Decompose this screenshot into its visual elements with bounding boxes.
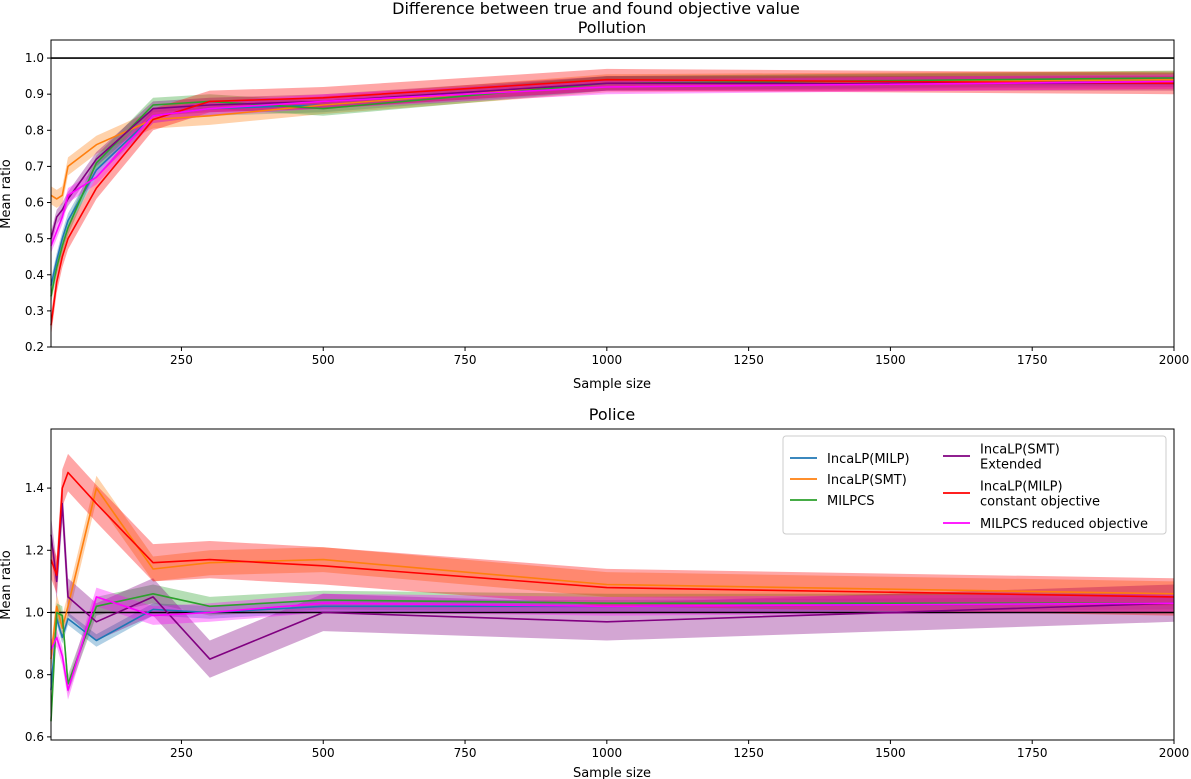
pollution-ytick-label: 0.5 [25,232,44,246]
police-bands [51,453,1174,731]
police-xtick-label: 500 [312,746,335,760]
legend-label-4: constant objective [980,495,1100,510]
pollution-xtick-label: 750 [454,353,477,367]
pollution-axes-frame [50,39,1175,348]
pollution-xtick-label: 1750 [1017,353,1048,367]
pollution-ytick-label: 0.3 [25,304,44,318]
legend-label-5: MILPCS reduced objective [980,517,1148,532]
police-band-2 [51,584,1174,731]
police-xtick-label: 1500 [875,746,906,760]
police-ytick-label: 1.4 [25,481,44,495]
pollution-ytick-label: 0.4 [25,268,44,282]
pollution-ytick-label: 0.6 [25,196,44,210]
pollution-ytick-label: 0.8 [25,123,44,137]
police-ticks: 250 500 750 1000 1250 1500 1750 2000 0.6 0.8 1.0 1.… [25,481,1189,760]
pollution-ylabel: Mean ratio [0,159,14,229]
legend-items: IncaLP(MILP) IncaLP(SMT) MILPCS IncaLP(SMT)… [790,443,1148,532]
police-band-4 [51,453,1174,616]
pollution-xtick-label: 250 [170,353,193,367]
police-axes-frame [50,428,1175,741]
police-ytick-label: 1.2 [25,543,44,557]
police-xtick-label: 1250 [733,746,764,760]
police-series-line-2 [50,592,1174,722]
pollution-panel: Pollution 250 500 750 1000 1250 1500 1750 2000 0… [0,18,1189,392]
pollution-xtick-label: 1250 [733,353,764,367]
police-lines [50,471,1175,722]
pollution-xtick-label: 1000 [592,353,623,367]
pollution-xtick-label: 2000 [1159,353,1190,367]
police-ytick-label: 1.0 [25,605,44,619]
pollution-series-line-4 [50,78,1175,326]
pollution-lines [50,57,1175,326]
pollution-title: Pollution [578,18,647,37]
police-xtick-label: 250 [170,746,193,760]
police-series-line-5 [50,596,1175,692]
pollution-ytick-label: 0.2 [25,340,44,354]
police-ytick-label: 0.8 [25,668,44,682]
police-band-1 [51,475,1174,672]
police-series-line-0 [50,602,1175,691]
police-title: Police [589,405,635,424]
legend-box [782,435,1167,535]
legend-label-3: Extended [980,458,1042,473]
figure-title: Difference between true and found object… [392,0,800,18]
police-series-line-4 [50,471,1175,598]
pollution-xtick-label: 1500 [875,353,906,367]
police-series-line-1 [50,487,1175,660]
legend-label-2: MILPCS [827,494,874,509]
legend-label-4: IncaLP(MILP) [980,480,1063,495]
legend-label-3: IncaLP(SMT) [980,443,1060,458]
police-xtick-label: 1000 [592,746,623,760]
police-band-3 [51,485,1174,678]
police-xtick-label: 1750 [1017,746,1048,760]
police-ytick-label: 0.6 [25,730,44,744]
pollution-xlabel: Sample size [573,377,651,392]
police-xtick-label: 2000 [1159,746,1190,760]
police-band-5 [51,587,1174,700]
pollution-ytick-label: 0.7 [25,159,44,173]
pollution-xtick-label: 500 [312,353,335,367]
pollution-ytick-label: 0.9 [25,87,44,101]
pollution-ticks: 250 500 750 1000 1250 1500 1750 2000 0.2 0.3 0.4 0.… [25,51,1189,367]
pollution-series-line-3 [50,82,1174,239]
pollution-series-line-5 [50,80,1175,247]
legend: IncaLP(MILP) IncaLP(SMT) MILPCS IncaLP(SMT)… [782,435,1167,535]
police-ylabel: Mean ratio [0,550,14,620]
police-xtick-label: 750 [454,746,477,760]
legend-label-1: IncaLP(SMT) [827,473,907,488]
legend-label-0: IncaLP(MILP) [827,452,910,467]
police-xlabel: Sample size [573,766,651,779]
pollution-ytick-label: 1.0 [25,51,44,65]
police-panel: Police 250 500 750 1000 1250 1500 1750 2000 0.6 0… [0,405,1189,779]
